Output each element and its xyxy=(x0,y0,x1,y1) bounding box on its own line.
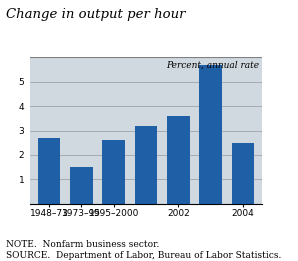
Bar xyxy=(232,143,254,204)
Text: Change in output per hour: Change in output per hour xyxy=(6,8,185,21)
Text: SOURCE.  Department of Labor, Bureau of Labor Statistics.: SOURCE. Department of Labor, Bureau of L… xyxy=(6,251,281,259)
Bar xyxy=(38,138,60,204)
Bar xyxy=(70,167,93,204)
Bar xyxy=(103,140,125,204)
Bar xyxy=(199,65,222,204)
Bar xyxy=(167,116,190,204)
Bar xyxy=(135,126,157,204)
Text: NOTE.  Nonfarm business sector.: NOTE. Nonfarm business sector. xyxy=(6,240,159,249)
Text: Percent, annual rate: Percent, annual rate xyxy=(166,61,259,70)
